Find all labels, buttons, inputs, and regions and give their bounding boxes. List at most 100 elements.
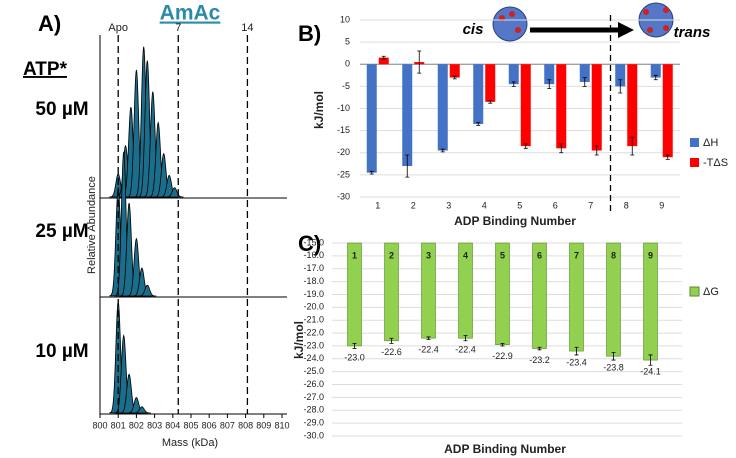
value-label: -22.4 (455, 345, 476, 355)
x-tick-label: 801 (111, 420, 126, 430)
panel-label: B) (298, 21, 321, 46)
peak (132, 406, 151, 414)
x-tick-label: 5 (517, 200, 522, 210)
bar (643, 242, 658, 361)
bar (579, 64, 590, 82)
value-label: -23.4 (566, 357, 587, 367)
error-bar (665, 154, 670, 160)
error-bar (559, 143, 564, 154)
chart-title: AmAc (160, 2, 221, 25)
bar (366, 64, 377, 173)
error-bar (511, 81, 516, 87)
error-bar (426, 336, 431, 340)
error-bar (630, 136, 635, 156)
error-bar (648, 354, 653, 366)
bar (615, 64, 626, 87)
y-tick-label: -18.0 (303, 276, 324, 286)
error-bar (523, 143, 528, 149)
y-tick-label: 5 (345, 37, 350, 47)
category-label: 5 (500, 250, 505, 260)
y-tick-label: -30.0 (303, 430, 324, 440)
bar (437, 64, 448, 151)
protein-cis (492, 6, 528, 42)
legend-entry: 25 µM (35, 221, 88, 242)
error-bar (611, 351, 616, 361)
x-tick-label: 3 (446, 200, 451, 210)
x-tick-label: 1 (375, 200, 380, 210)
value-label: -23.2 (529, 355, 550, 365)
marker-label: 14 (241, 22, 253, 34)
marker-label: 7 (175, 22, 181, 34)
y-tick-label: -16.0 (303, 250, 324, 260)
x-tick-label: 802 (129, 420, 144, 430)
arrow-head (618, 22, 634, 38)
legend-entry: ΔH (703, 137, 718, 149)
error-bar (582, 77, 587, 87)
bar (485, 64, 496, 102)
annotation: trans (674, 24, 711, 41)
legend-title: ATP* (23, 59, 68, 80)
bar (627, 64, 638, 147)
y-tick-label: -15 (337, 125, 350, 135)
bar (662, 64, 673, 158)
value-label: -22.4 (418, 345, 439, 355)
legend-entry: -TΔS (703, 157, 728, 169)
error-bar (381, 55, 386, 60)
category-label: 9 (648, 250, 653, 260)
peak (165, 187, 184, 198)
annotation: cis (463, 21, 484, 38)
category-label: 3 (426, 250, 431, 260)
x-tick-label: 803 (147, 420, 162, 430)
category-label: 8 (611, 250, 616, 260)
y-tick-label: -23.0 (303, 340, 324, 350)
value-label: -22.9 (492, 351, 513, 361)
y-tick-label: -24.0 (303, 353, 324, 363)
legend-entry: ΔG (703, 286, 719, 298)
y-tick-label: 0 (345, 59, 350, 69)
x-tick-label: 810 (274, 420, 289, 430)
x-tick-label: 800 (92, 420, 107, 430)
error-bar (618, 79, 623, 94)
error-bar (452, 75, 457, 80)
error-bar (417, 50, 422, 74)
error-bar (488, 100, 493, 104)
error-bar (653, 74, 658, 81)
y-tick-label: -5 (342, 81, 350, 91)
error-bar (352, 342, 357, 349)
category-label: 4 (463, 250, 468, 260)
error-bar (500, 342, 505, 347)
category-label: 2 (389, 250, 394, 260)
x-tick-label: 807 (220, 420, 235, 430)
bar (650, 64, 661, 78)
legend-entry: 50 µM (35, 99, 88, 120)
error-bar (547, 79, 552, 89)
legend-swatch (689, 286, 700, 297)
error-bar (369, 170, 374, 175)
bar (556, 64, 567, 149)
category-label: 7 (574, 250, 579, 260)
y-tick-label: -30 (337, 191, 350, 201)
y-tick-label: -28.0 (303, 405, 324, 415)
error-bar (476, 122, 481, 126)
bar (591, 64, 602, 151)
y-tick-label: -10 (337, 103, 350, 113)
bar (402, 64, 413, 167)
error-bar (594, 145, 599, 156)
y-tick-label: -19.0 (303, 289, 324, 299)
y-axis-label: Relative Abundance (86, 176, 98, 274)
bar (544, 64, 555, 85)
y-tick-label: -25 (337, 169, 350, 179)
bar (520, 64, 531, 147)
x-tick-label: 2 (411, 200, 416, 210)
value-label: -24.1 (640, 366, 661, 376)
x-tick-label: 8 (624, 200, 629, 210)
error-bar (440, 148, 445, 153)
x-tick-label: 9 (659, 200, 664, 210)
bar (473, 64, 484, 124)
error-bar (389, 337, 394, 344)
panel-label: A) (38, 11, 61, 36)
value-label: -23.8 (603, 363, 624, 373)
category-label: 1 (352, 250, 357, 260)
x-axis-label: Mass (kDa) (162, 437, 218, 449)
